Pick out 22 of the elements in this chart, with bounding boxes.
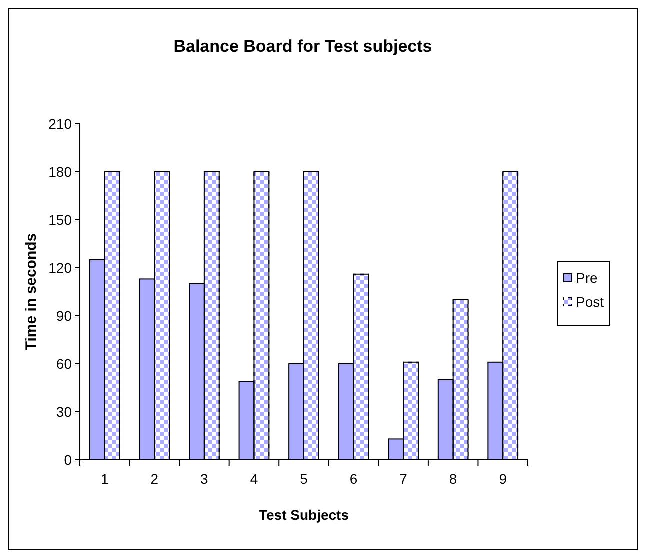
y-tick-label: 210 — [48, 116, 72, 132]
x-tick-label: 7 — [400, 471, 408, 487]
x-tick-label: 5 — [300, 471, 308, 487]
x-tick-label: 9 — [499, 471, 508, 487]
x-tick-label: 6 — [350, 471, 358, 487]
y-tick-label: 120 — [48, 260, 72, 276]
x-tick-label: 1 — [100, 471, 109, 487]
y-axis-title: Time in seconds — [23, 233, 40, 351]
x-tick-label: 4 — [250, 471, 258, 487]
y-tick-label: 0 — [64, 452, 72, 468]
x-axis-title: Test Subjects — [259, 507, 350, 523]
y-tick-label: 30 — [56, 404, 72, 420]
x-tick-label: 3 — [200, 471, 209, 487]
legend-label: Post — [576, 294, 604, 310]
y-tick-label: 150 — [48, 212, 72, 228]
y-tick-label: 180 — [48, 164, 72, 180]
chart-title: Balance Board for Test subjects — [174, 37, 432, 56]
legend-label: Pre — [576, 270, 598, 286]
y-tick-label: 60 — [56, 356, 72, 372]
y-tick-label: 90 — [56, 308, 72, 324]
x-tick-label: 2 — [150, 471, 159, 487]
x-tick-label: 8 — [449, 471, 458, 487]
